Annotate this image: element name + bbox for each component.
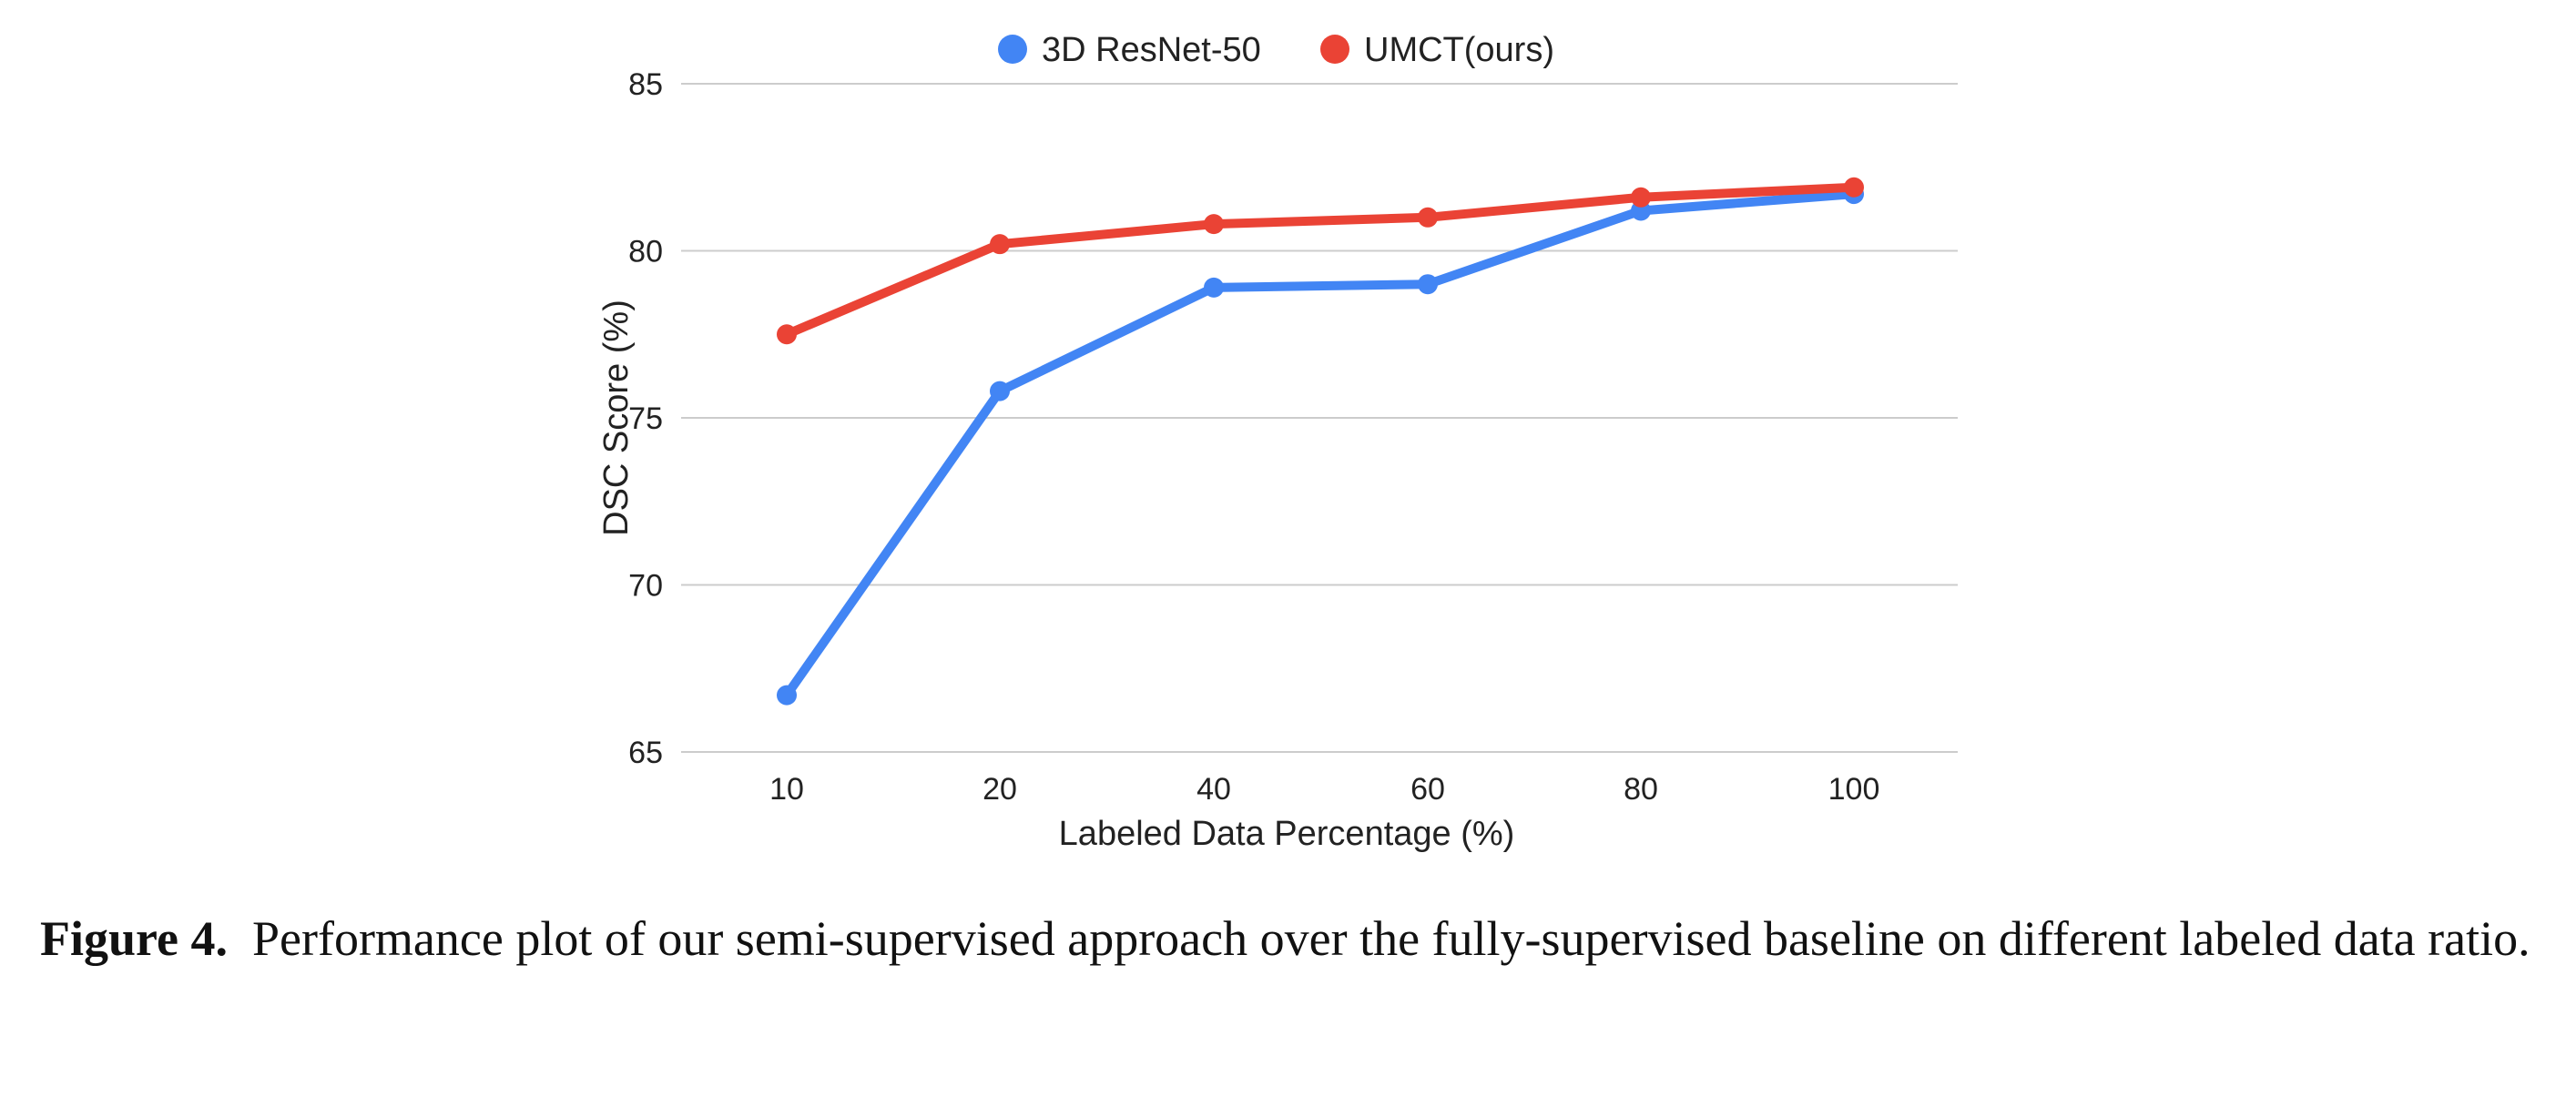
legend-marker [1320,35,1349,64]
figure-caption: Figure 4. Performance plot of our semi-s… [40,906,2535,971]
legend-marker [998,35,1027,64]
x-tick-labels: 10 20 40 60 80 100 [769,772,1879,807]
x-axis-title: Labeled Data Percentage (%) [1059,815,1515,853]
x-tick-label: 60 [1410,772,1445,807]
series-line-1 [782,189,1858,700]
data-point [1631,187,1651,208]
x-tick-label: 40 [1196,772,1231,807]
y-tick-labels: 65 70 75 80 85 [628,67,663,770]
data-point [1204,277,1224,298]
data-point [1418,207,1438,228]
data-point [990,381,1010,401]
y-tick-label: 65 [628,736,663,770]
caption-label: Figure 4. [40,911,228,966]
legend-label: 3D ResNet-50 [1042,31,1261,69]
series-lines [777,177,1864,706]
x-tick-label: 100 [1828,772,1880,807]
y-tick-label: 80 [628,235,663,269]
legend: 3D ResNet-50 UMCT(ours) [998,31,1554,69]
legend-label: UMCT(ours) [1364,31,1554,69]
data-point [990,234,1010,255]
x-tick-label: 20 [983,772,1017,807]
caption-text: Performance plot of our semi-supervised … [251,911,2530,966]
grid-lines [681,83,1958,753]
data-point [1418,274,1438,295]
data-point [1204,214,1224,235]
data-point [777,685,797,706]
x-tick-label: 10 [769,772,804,807]
data-point [777,324,797,345]
y-tick-label: 70 [628,569,663,604]
y-axis-title: DSC Score (%) [597,300,636,536]
series-line-2 [782,182,1858,340]
y-tick-label: 85 [628,67,663,102]
line-chart: 65 70 75 80 85 10 20 40 60 80 100 DSC Score (%) L… [597,31,1958,853]
x-tick-label: 80 [1624,772,1658,807]
y-tick-label: 75 [628,401,663,436]
data-point [1844,177,1864,198]
